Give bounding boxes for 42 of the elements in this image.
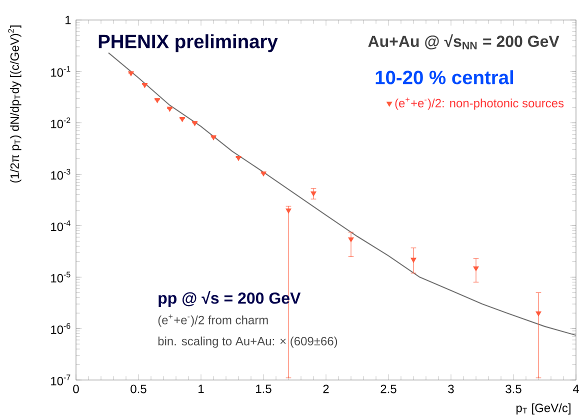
x-tick-label: 3 bbox=[448, 384, 454, 394]
point bbox=[260, 171, 266, 176]
x-tick-label: 1 bbox=[198, 384, 204, 393]
y-tick-label: 10$^{-2}$ bbox=[51, 117, 70, 128]
y-tick-label: 10$^{-7}$ bbox=[51, 374, 70, 386]
point bbox=[154, 98, 160, 104]
point bbox=[192, 121, 198, 126]
point bbox=[179, 117, 186, 122]
annotation: pp @ √s = 200 GeV bbox=[158, 291, 301, 307]
x-tick-label: 3.5 bbox=[506, 384, 522, 394]
point bbox=[210, 135, 216, 140]
y-tick-label: 10$^{-1}$ bbox=[51, 66, 70, 77]
legend-label: (e$^{+}$+e$^{-}$)/2: non-photonic sources bbox=[395, 98, 564, 110]
point bbox=[236, 156, 242, 161]
annotation: bin. scaling to Au+Au: × (609±66) bbox=[158, 336, 338, 348]
x-tick-label: 4 bbox=[572, 384, 579, 393]
y-tick-label: 10$^{-3}$ bbox=[51, 168, 70, 180]
y-tick-label: 10$^{-4}$ bbox=[51, 220, 70, 232]
x-axis-title: p$_{T}$ [GeV/c] bbox=[516, 403, 570, 415]
x-tick-label: 1.5 bbox=[256, 384, 272, 394]
point bbox=[536, 311, 542, 316]
annotation: 10-20 % central bbox=[376, 70, 513, 84]
point bbox=[310, 191, 316, 196]
x-tick-label: 0.5 bbox=[130, 384, 146, 394]
line-series bbox=[108, 52, 576, 336]
annotation: PHENIX preliminary bbox=[98, 34, 278, 52]
y-tick-label: 10$^{-6}$ bbox=[51, 323, 70, 334]
point bbox=[410, 258, 416, 263]
y-tick-label: 10$^{-5}$ bbox=[51, 272, 70, 282]
point bbox=[166, 106, 173, 112]
y-tick-label: 1 bbox=[66, 16, 71, 24]
x-tick-label: 0 bbox=[73, 384, 79, 394]
point bbox=[142, 83, 148, 88]
point bbox=[348, 237, 354, 242]
point bbox=[286, 208, 292, 214]
point bbox=[128, 71, 134, 76]
annotation: Au+Au @ √s$_{NN}$ = 200 GeV bbox=[368, 34, 560, 50]
point bbox=[473, 266, 479, 272]
x-tick-label: 2.5 bbox=[380, 384, 396, 394]
annotation: (e$^{+}$+e$^{-}$)/2 from charm bbox=[158, 314, 268, 327]
y-axis-title: (1/2π p$_{T}$) dN/dp$_{T}$dy [(c/GeV)$^{2}$] bbox=[8, 26, 22, 183]
x-tick-label: 2 bbox=[323, 384, 329, 394]
